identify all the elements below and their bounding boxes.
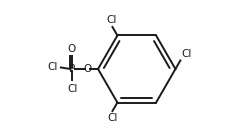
Text: Cl: Cl — [48, 63, 58, 72]
Text: O: O — [67, 44, 75, 54]
Text: Cl: Cl — [106, 15, 117, 25]
Text: Cl: Cl — [67, 84, 77, 94]
Text: O: O — [83, 64, 91, 74]
Text: P: P — [69, 64, 75, 74]
Text: Cl: Cl — [181, 49, 191, 59]
Text: Cl: Cl — [107, 113, 118, 123]
